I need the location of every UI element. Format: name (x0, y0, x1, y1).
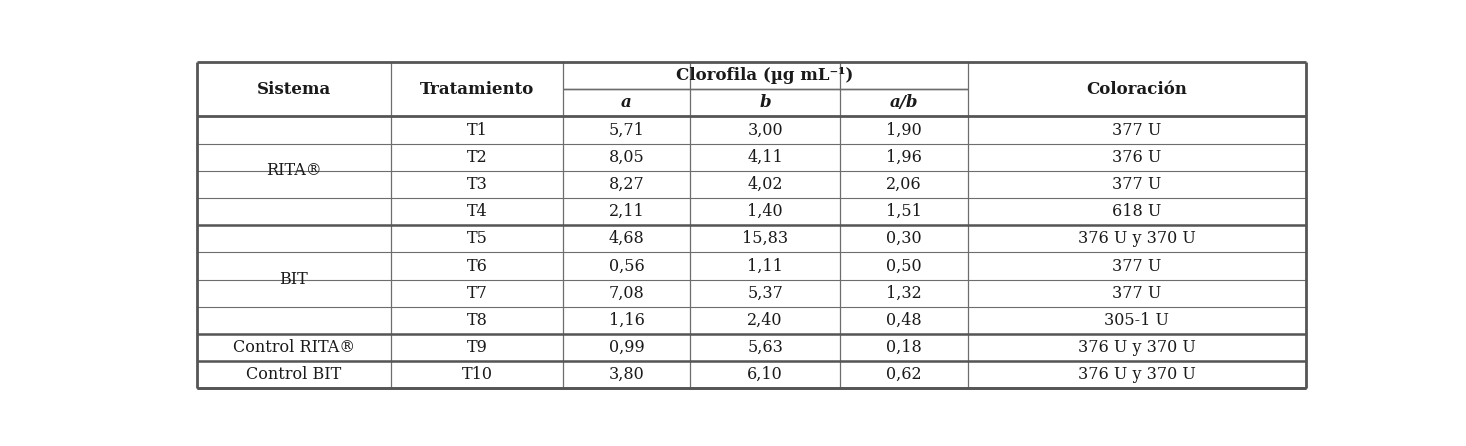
Text: 5,63: 5,63 (748, 339, 783, 356)
Text: 8,27: 8,27 (608, 176, 645, 193)
Bar (196, 361, 1306, 388)
Text: 1,32: 1,32 (885, 285, 922, 301)
Text: 7,08: 7,08 (608, 285, 645, 301)
Text: 377 U: 377 U (1113, 176, 1161, 193)
Text: 0,99: 0,99 (608, 339, 645, 356)
Text: 4,68: 4,68 (608, 230, 645, 248)
Text: T5: T5 (466, 230, 487, 248)
Bar (196, 171, 1306, 198)
Text: 0,50: 0,50 (885, 257, 922, 274)
Bar (196, 280, 1306, 307)
Bar (196, 225, 1306, 252)
Text: 0,30: 0,30 (885, 230, 922, 248)
Bar (196, 198, 1306, 225)
Text: 377 U: 377 U (1113, 257, 1161, 274)
Text: 4,11: 4,11 (748, 149, 783, 166)
Text: 0,62: 0,62 (885, 366, 922, 383)
Text: T2: T2 (466, 149, 487, 166)
Text: a/b: a/b (890, 95, 918, 112)
Text: 1,40: 1,40 (748, 203, 783, 220)
Text: 5,71: 5,71 (608, 122, 645, 139)
Bar (196, 62, 1306, 116)
Text: a: a (622, 95, 632, 112)
Text: 376 U y 370 U: 376 U y 370 U (1078, 339, 1196, 356)
Text: 2,06: 2,06 (885, 176, 922, 193)
Text: 15,83: 15,83 (742, 230, 789, 248)
Bar (196, 334, 1306, 361)
Text: 618 U: 618 U (1113, 203, 1161, 220)
Text: T1: T1 (466, 122, 487, 139)
Text: T3: T3 (466, 176, 487, 193)
Text: 305-1 U: 305-1 U (1104, 312, 1170, 329)
Bar (196, 144, 1306, 171)
Text: 376 U: 376 U (1113, 149, 1161, 166)
Text: 376 U y 370 U: 376 U y 370 U (1078, 230, 1196, 248)
Text: 3,80: 3,80 (608, 366, 645, 383)
Text: 1,51: 1,51 (885, 203, 922, 220)
Text: 8,05: 8,05 (608, 149, 645, 166)
Text: Coloración: Coloración (1086, 81, 1187, 98)
Text: 1,96: 1,96 (885, 149, 922, 166)
Text: Tratamiento: Tratamiento (419, 81, 534, 98)
Text: 0,56: 0,56 (608, 257, 645, 274)
Text: 377 U: 377 U (1113, 122, 1161, 139)
Text: T4: T4 (466, 203, 487, 220)
Text: 6,10: 6,10 (748, 366, 783, 383)
Text: 0,48: 0,48 (885, 312, 922, 329)
Text: 4,02: 4,02 (748, 176, 783, 193)
Bar (196, 307, 1306, 334)
Text: b: b (759, 95, 771, 112)
Text: RITA®: RITA® (265, 162, 321, 179)
Text: Control RITA®: Control RITA® (233, 339, 355, 356)
Text: 0,18: 0,18 (885, 339, 922, 356)
Bar (196, 116, 1306, 144)
Text: 1,16: 1,16 (608, 312, 645, 329)
Text: Sistema: Sistema (257, 81, 331, 98)
Text: T10: T10 (462, 366, 493, 383)
Text: 1,90: 1,90 (885, 122, 922, 139)
Text: T6: T6 (466, 257, 487, 274)
Text: T9: T9 (466, 339, 487, 356)
Text: 376 U y 370 U: 376 U y 370 U (1078, 366, 1196, 383)
Text: 1,11: 1,11 (748, 257, 783, 274)
Bar (196, 252, 1306, 280)
Text: 377 U: 377 U (1113, 285, 1161, 301)
Text: Control BIT: Control BIT (246, 366, 342, 383)
Text: 3,00: 3,00 (748, 122, 783, 139)
Text: T8: T8 (466, 312, 487, 329)
Text: T7: T7 (466, 285, 487, 301)
Text: 5,37: 5,37 (748, 285, 783, 301)
Text: Clorofila (µg mL⁻¹): Clorofila (µg mL⁻¹) (676, 67, 853, 84)
Text: BIT: BIT (280, 271, 308, 288)
Text: 2,40: 2,40 (748, 312, 783, 329)
Text: 2,11: 2,11 (608, 203, 645, 220)
